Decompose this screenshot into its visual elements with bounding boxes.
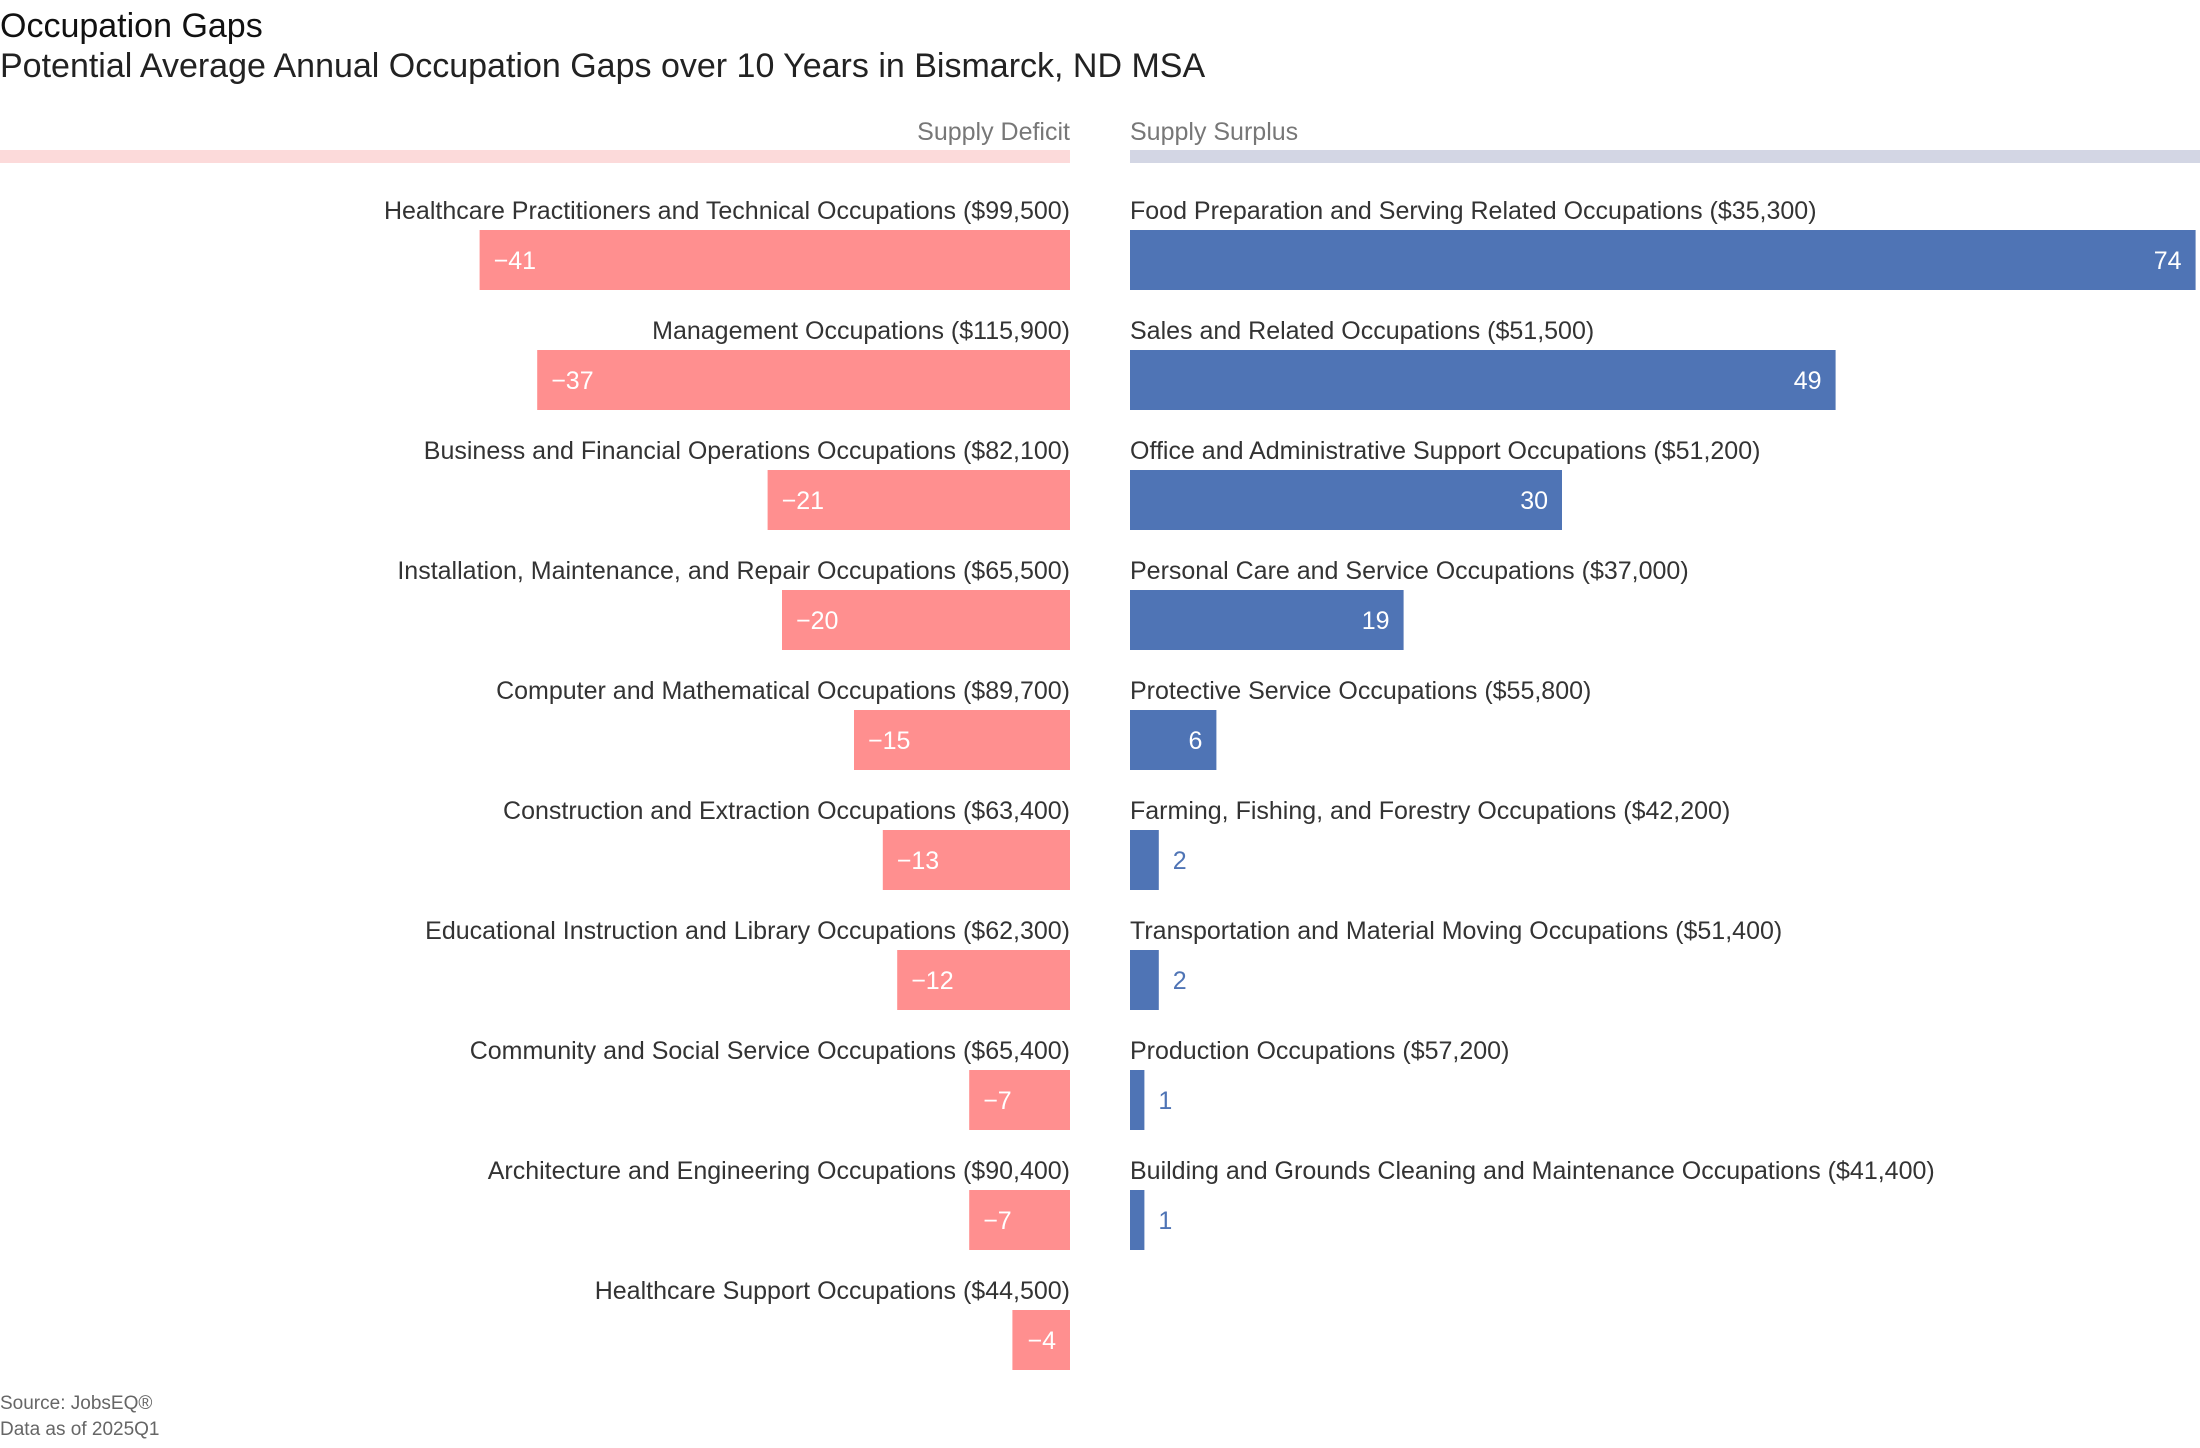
deficit-category-label: Community and Social Service Occupations… xyxy=(470,1037,1070,1065)
deficit-bar xyxy=(1012,1310,1070,1370)
surplus-value-label: 2 xyxy=(1173,967,1187,995)
deficit-category-label: Educational Instruction and Library Occu… xyxy=(425,917,1070,945)
deficit-category-label: Management Occupations ($115,900) xyxy=(652,317,1070,345)
deficit-bar xyxy=(537,350,1070,410)
surplus-value-label: 19 xyxy=(1362,607,1390,635)
surplus-category-label: Production Occupations ($57,200) xyxy=(1130,1037,1509,1065)
deficit-bar xyxy=(969,1190,1070,1250)
surplus-category-label: Building and Grounds Cleaning and Mainte… xyxy=(1130,1157,1935,1185)
deficit-panel-header: Supply Deficit xyxy=(917,118,1070,146)
surplus-category-label: Transportation and Material Moving Occup… xyxy=(1130,917,1782,945)
surplus-panel-header: Supply Surplus xyxy=(1130,118,1298,146)
source-note: Source: JobsEQ® xyxy=(0,1393,153,1414)
surplus-bar xyxy=(1130,1070,1145,1130)
deficit-category-label: Computer and Mathematical Occupations ($… xyxy=(496,677,1070,705)
deficit-category-label: Installation, Maintenance, and Repair Oc… xyxy=(397,557,1070,585)
deficit-category-label: Construction and Extraction Occupations … xyxy=(503,797,1070,825)
deficit-category-label: Architecture and Engineering Occupations… xyxy=(488,1157,1070,1185)
surplus-bar xyxy=(1130,950,1159,1010)
surplus-bar xyxy=(1130,710,1217,770)
deficit-header-band xyxy=(0,150,1070,163)
surplus-category-label: Food Preparation and Serving Related Occ… xyxy=(1130,197,1817,225)
surplus-bar xyxy=(1130,350,1836,410)
deficit-bar xyxy=(479,230,1071,290)
surplus-bar xyxy=(1130,590,1404,650)
surplus-value-label: 30 xyxy=(1520,487,1548,515)
surplus-category-label: Personal Care and Service Occupations ($… xyxy=(1130,557,1689,585)
deficit-bar xyxy=(854,710,1070,770)
deficit-category-label: Healthcare Support Occupations ($44,500) xyxy=(595,1277,1070,1305)
deficit-value-label: −41 xyxy=(494,247,536,275)
deficit-bar xyxy=(897,950,1070,1010)
deficit-value-label: −37 xyxy=(551,367,593,395)
deficit-category-label: Healthcare Practitioners and Technical O… xyxy=(384,197,1070,225)
surplus-value-label: 1 xyxy=(1158,1207,1172,1235)
surplus-bar xyxy=(1130,230,2196,290)
surplus-category-label: Farming, Fishing, and Forestry Occupatio… xyxy=(1130,797,1730,825)
surplus-value-label: 74 xyxy=(2154,247,2182,275)
surplus-bar xyxy=(1130,470,1562,530)
deficit-value-label: −12 xyxy=(911,967,953,995)
surplus-value-label: 1 xyxy=(1158,1087,1172,1115)
deficit-value-label: −15 xyxy=(868,727,910,755)
chart-subtitle: Potential Average Annual Occupation Gaps… xyxy=(0,47,1206,85)
deficit-value-label: −20 xyxy=(796,607,838,635)
surplus-bar xyxy=(1130,1190,1145,1250)
deficit-value-label: −7 xyxy=(983,1207,1012,1235)
deficit-value-label: −21 xyxy=(782,487,824,515)
surplus-value-label: 49 xyxy=(1794,367,1822,395)
deficit-value-label: −13 xyxy=(897,847,939,875)
surplus-header-band xyxy=(1130,150,2200,163)
surplus-bar xyxy=(1130,830,1159,890)
chart-title: Occupation Gaps xyxy=(0,7,263,45)
deficit-bar xyxy=(782,590,1070,650)
surplus-value-label: 2 xyxy=(1173,847,1187,875)
data-as-of-note: Data as of 2025Q1 xyxy=(0,1419,160,1440)
deficit-value-label: −4 xyxy=(1027,1327,1056,1355)
deficit-value-label: −7 xyxy=(983,1087,1012,1115)
surplus-category-label: Protective Service Occupations ($55,800) xyxy=(1130,677,1591,705)
surplus-category-label: Office and Administrative Support Occupa… xyxy=(1130,437,1760,465)
surplus-category-label: Sales and Related Occupations ($51,500) xyxy=(1130,317,1594,345)
deficit-bar xyxy=(969,1070,1070,1130)
deficit-bar xyxy=(767,470,1070,530)
deficit-category-label: Business and Financial Operations Occupa… xyxy=(424,437,1070,465)
deficit-bar xyxy=(882,830,1070,890)
surplus-value-label: 6 xyxy=(1188,727,1202,755)
